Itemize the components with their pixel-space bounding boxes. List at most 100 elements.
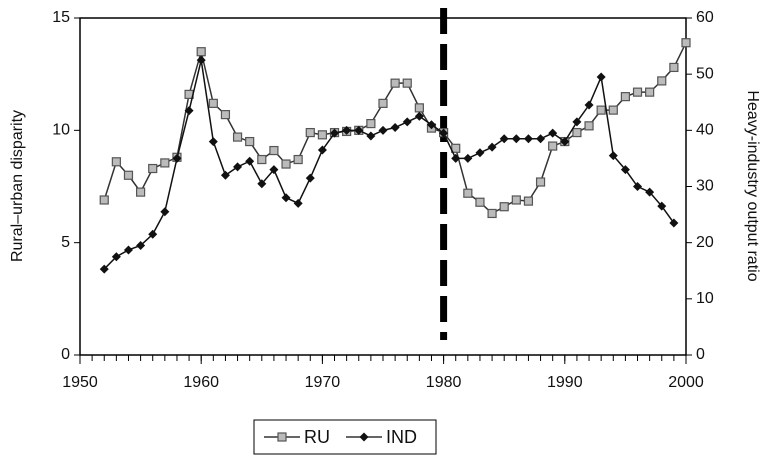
marker	[220, 110, 231, 120]
marker	[111, 157, 121, 167]
marker	[548, 128, 558, 138]
marker	[366, 118, 376, 129]
marker	[535, 177, 546, 187]
marker	[632, 87, 643, 97]
marker	[148, 229, 158, 239]
x-tick-label: 1990	[547, 374, 583, 391]
marker	[99, 264, 109, 274]
marker	[123, 245, 133, 255]
legend-marker	[277, 432, 287, 442]
marker	[572, 127, 582, 138]
marker	[414, 111, 424, 121]
y-tick-label: 10	[52, 122, 70, 139]
y-tick-label: 15	[52, 9, 70, 26]
marker	[220, 170, 230, 180]
y2-tick-label: 10	[696, 290, 714, 307]
y2-tick-label: 60	[696, 9, 714, 26]
marker	[160, 207, 170, 217]
marker	[657, 76, 667, 86]
y-tick-label: 0	[61, 346, 70, 363]
marker	[608, 105, 618, 115]
marker	[487, 208, 497, 219]
x-tick-label: 1950	[62, 374, 98, 391]
marker	[390, 78, 400, 88]
marker	[136, 187, 146, 197]
marker	[257, 179, 267, 189]
marker	[475, 148, 485, 158]
marker	[136, 240, 146, 250]
marker	[257, 154, 267, 165]
marker	[402, 78, 412, 88]
y-tick-label: 5	[61, 234, 70, 251]
marker	[523, 134, 533, 144]
marker	[560, 137, 570, 147]
marker	[426, 120, 436, 130]
marker	[111, 252, 121, 262]
marker	[572, 117, 582, 127]
marker	[669, 62, 679, 73]
marker	[354, 125, 364, 135]
marker	[608, 151, 618, 161]
marker	[245, 136, 255, 147]
marker	[487, 142, 497, 152]
x-tick-label: 1980	[426, 374, 462, 391]
marker	[99, 195, 109, 205]
series-line	[103, 59, 675, 270]
marker	[245, 156, 255, 166]
marker	[499, 134, 509, 144]
marker	[439, 128, 449, 138]
marker	[160, 158, 170, 168]
marker	[584, 100, 594, 110]
marker	[172, 153, 182, 163]
marker	[378, 98, 388, 108]
marker	[620, 92, 631, 102]
marker	[657, 201, 667, 211]
marker	[269, 145, 279, 156]
y2-tick-label: 40	[696, 122, 714, 139]
marker	[511, 195, 521, 205]
y2-tick-label: 20	[696, 234, 714, 251]
marker	[342, 125, 352, 135]
marker	[330, 128, 340, 138]
marker	[620, 165, 630, 175]
marker	[523, 196, 534, 206]
marker	[208, 98, 218, 108]
marker	[390, 123, 400, 133]
y2-tick-label: 30	[696, 178, 714, 195]
marker	[196, 47, 206, 57]
marker	[584, 121, 594, 131]
marker	[293, 154, 303, 165]
marker	[293, 198, 303, 208]
marker	[536, 134, 546, 144]
marker	[123, 170, 134, 180]
marker	[511, 134, 521, 144]
x-tick-label: 1960	[183, 374, 219, 391]
marker	[463, 188, 473, 198]
marker	[645, 87, 655, 97]
marker	[233, 162, 243, 172]
marker	[281, 159, 291, 169]
x-tick-label: 2000	[668, 374, 704, 391]
marker	[451, 143, 461, 153]
marker	[366, 131, 376, 141]
y2-tick-label: 50	[696, 65, 714, 82]
y2-tick-label: 0	[696, 346, 705, 363]
marker	[669, 218, 679, 228]
marker	[633, 182, 643, 191]
marker	[475, 197, 485, 207]
marker	[414, 103, 424, 113]
marker	[196, 55, 206, 65]
marker	[208, 137, 218, 147]
marker	[148, 163, 158, 174]
marker	[463, 153, 473, 163]
marker	[317, 130, 327, 140]
legend-label: IND	[386, 427, 417, 447]
legend-marker	[359, 432, 369, 442]
legend-label: RU	[304, 427, 330, 447]
marker	[681, 38, 691, 48]
marker	[184, 106, 194, 116]
marker	[596, 105, 606, 115]
marker	[596, 72, 606, 82]
marker	[402, 117, 412, 127]
